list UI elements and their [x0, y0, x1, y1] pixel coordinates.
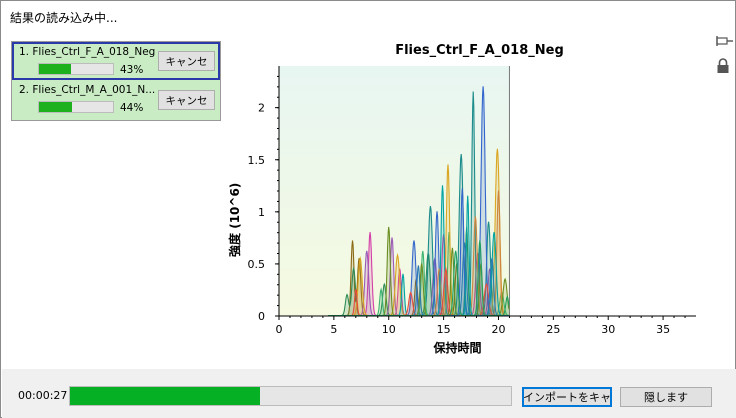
chart-title: Flies_Ctrl_F_A_018_Neg [395, 43, 564, 58]
job-percent: 43% [120, 64, 144, 76]
x-tick-label: 30 [601, 323, 615, 336]
job-progress-bar [38, 63, 114, 75]
y-axis-label: 強度 (10^6) [227, 183, 242, 257]
y-tick-label: 1.5 [248, 154, 266, 167]
y-tick-label: 1 [258, 206, 265, 219]
cancel-import-button[interactable]: インポートをキャ [522, 387, 612, 407]
window-title: 結果の読み込み中... [10, 11, 118, 25]
job-name: 2. Flies_Ctrl_M_A_001_N... [19, 84, 156, 96]
x-tick-label: 35 [656, 323, 670, 336]
series-fill-11 [328, 185, 510, 316]
x-tick-label: 5 [330, 323, 337, 336]
x-tick-label: 20 [491, 323, 505, 336]
y-tick-label: 0 [258, 310, 265, 323]
x-axis-label: 保持時間 [432, 340, 481, 355]
y-tick-label: 2 [258, 102, 265, 115]
job-percent: 44% [120, 102, 144, 114]
job-item-2[interactable]: 2. Flies_Ctrl_M_A_001_N... 44% キャンセ [12, 81, 220, 119]
job-name: 1. Flies_Ctrl_F_A_018_Neg [19, 46, 156, 58]
elapsed-time: 00:00:27 [18, 389, 68, 402]
overall-progress-bar [69, 386, 512, 406]
x-tick-label: 15 [437, 323, 451, 336]
chromatogram-chart: 0 5 10 15 20 25 30 35 0 0.5 1 1.5 2 Flies_Ctrl_F_A_01… [227, 43, 696, 355]
y-tick-label: 0.5 [248, 258, 266, 271]
x-tick-label: 0 [276, 323, 283, 336]
footer-bar: 00:00:27 インポートをキャ 隠します [2, 369, 736, 418]
cancel-button[interactable]: キャンセ [158, 51, 215, 71]
hide-button[interactable]: 隠します [620, 387, 712, 407]
job-item-1[interactable]: 1. Flies_Ctrl_F_A_018_Neg 43% キャンセ [12, 42, 220, 80]
lock-icon[interactable] [716, 58, 730, 74]
x-tick-label: 25 [546, 323, 560, 336]
cancel-button[interactable]: キャンセ [158, 90, 215, 110]
job-progress-bar [38, 101, 114, 113]
series-fill-13 [328, 242, 510, 316]
series-fill-4 [328, 237, 510, 316]
job-progress-fill [39, 102, 72, 112]
job-list: 1. Flies_Ctrl_F_A_018_Neg 43% キャンセ 2. Fl… [11, 41, 221, 121]
x-tick-label: 10 [382, 323, 396, 336]
pin-icon[interactable] [714, 34, 734, 48]
series-fill-2 [328, 226, 510, 316]
job-progress-fill [39, 64, 71, 74]
overall-progress-fill [70, 387, 260, 405]
